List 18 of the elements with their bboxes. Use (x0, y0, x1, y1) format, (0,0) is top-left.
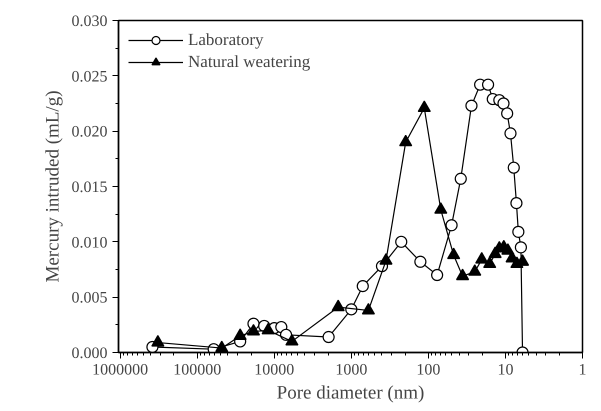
x-tick-label: 1000 (335, 362, 368, 378)
y-tick-label: 0.000 (72, 345, 108, 362)
x-tick-label: 10 (497, 362, 514, 378)
y-tick-label: 0.015 (72, 179, 108, 196)
x-tick-label: 1000000 (92, 362, 148, 378)
x-tick-label: 1 (578, 362, 586, 378)
x-tick-label: 10000 (254, 362, 294, 378)
y-tick-label: 0.005 (72, 290, 108, 307)
x-tick-label: 100000 (173, 362, 222, 378)
y-tick-label: 0.020 (72, 124, 108, 141)
y-tick-label: 0.025 (72, 68, 108, 86)
y-axis-title: Mercury intruded (mL/g) (42, 90, 64, 283)
legend-label: Laboratory (188, 30, 264, 50)
y-tick-label: 0.010 (72, 234, 108, 252)
x-tick-label: 100 (416, 362, 440, 378)
y-tick-label: 0.030 (72, 13, 108, 30)
x-axis-title: Pore diameter (nm) (276, 382, 424, 404)
legend-label: Natural weatering (188, 52, 310, 72)
